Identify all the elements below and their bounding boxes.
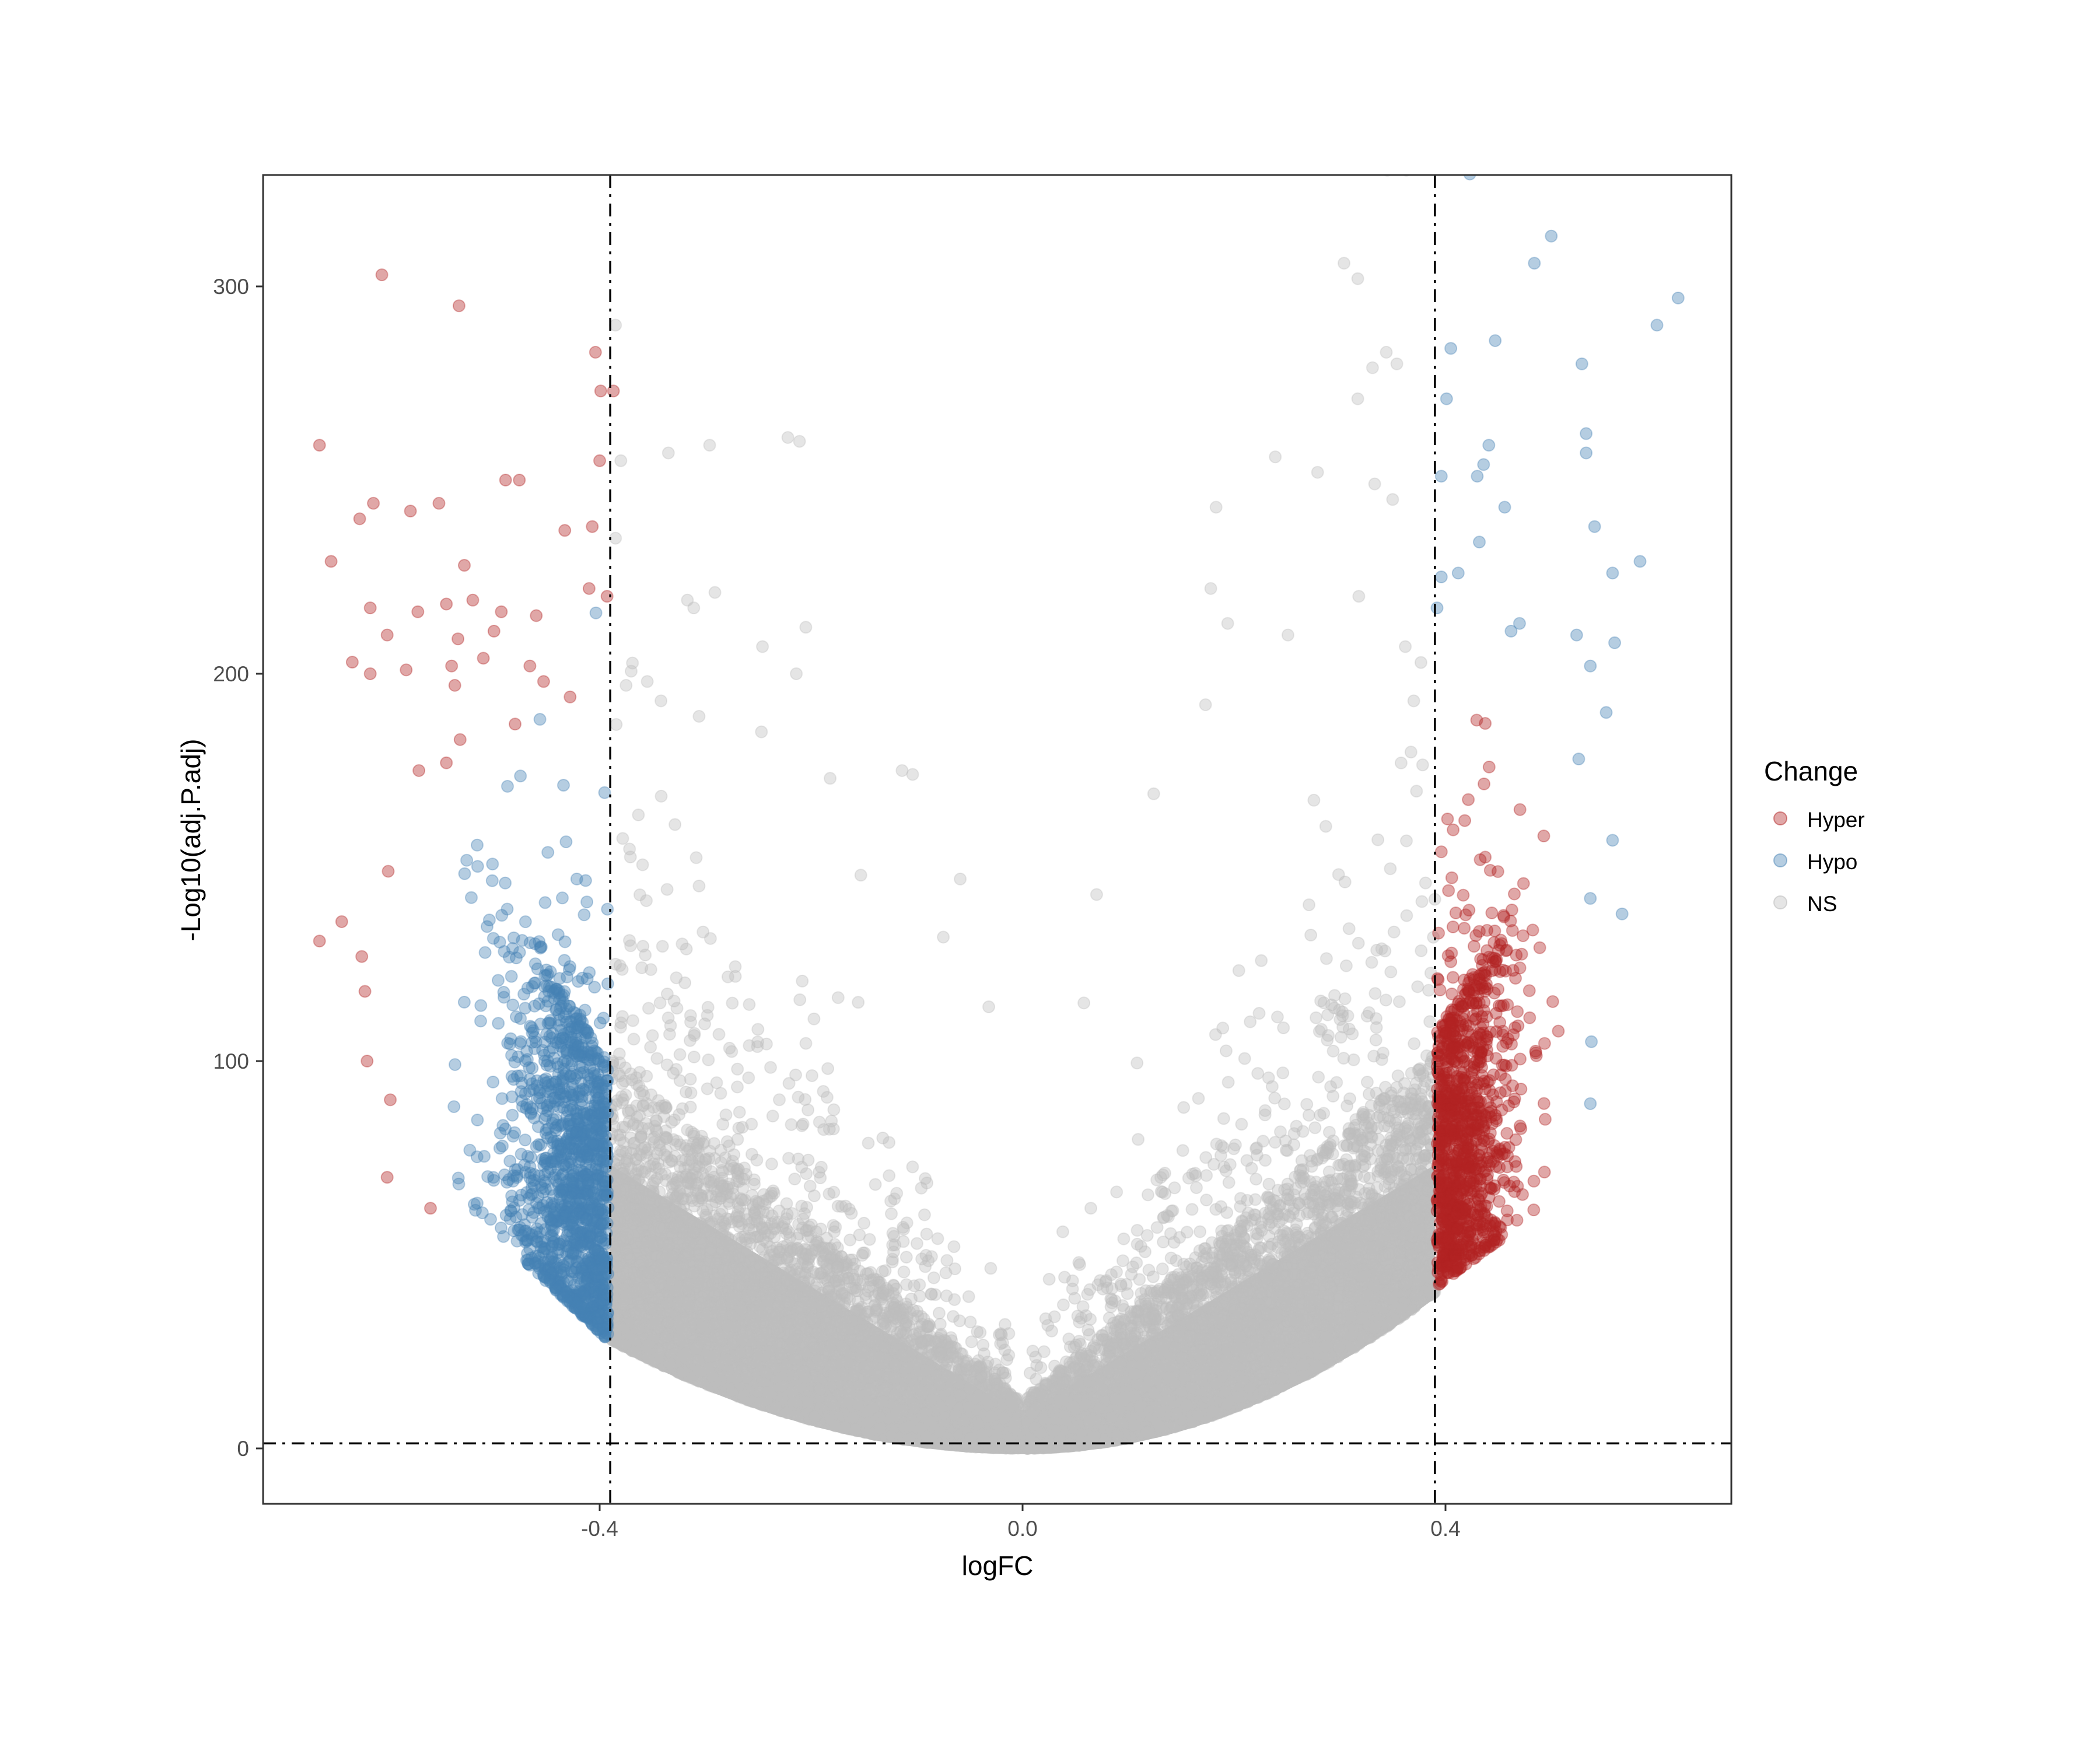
ns-dot-icon xyxy=(1773,895,1787,909)
legend-item-hypo: Hypo xyxy=(1773,850,1857,874)
legend-title: Change xyxy=(1764,756,1858,786)
x-tick-label: 0.4 xyxy=(1430,1517,1460,1541)
y-axis-title: -Log10(adj.P.adj) xyxy=(176,739,206,942)
x-axis-title: logFC xyxy=(962,1550,1034,1581)
threshold-lines xyxy=(263,175,1731,1504)
hypo-dot-icon xyxy=(1773,853,1787,867)
y-tick-label: 0 xyxy=(237,1437,249,1461)
y-axis: 0 100 200 300 xyxy=(213,275,263,1461)
legend-item-hyper: Hyper xyxy=(1773,808,1865,832)
legend-label-hyper: Hyper xyxy=(1807,808,1865,832)
x-tick-label: 0.0 xyxy=(1007,1517,1037,1541)
legend-item-ns: NS xyxy=(1773,892,1837,916)
legend-label-ns: NS xyxy=(1807,892,1837,916)
plot-panel xyxy=(263,175,1731,1504)
hypo-points xyxy=(447,175,1685,1343)
legend-label-hypo: Hypo xyxy=(1807,850,1857,874)
y-tick-label: 200 xyxy=(213,662,249,686)
x-tick-label: -0.4 xyxy=(581,1517,618,1541)
plot-border xyxy=(262,174,1732,1505)
hyper-points xyxy=(313,268,1565,1291)
ns-points xyxy=(604,175,1441,1455)
y-tick-label: 100 xyxy=(213,1049,249,1073)
hyper-dot-icon xyxy=(1773,811,1787,825)
x-axis: -0.4 0.0 0.4 xyxy=(581,1504,1461,1541)
y-tick-label: 300 xyxy=(213,275,249,299)
legend: Change Hyper Hypo NS xyxy=(1764,756,1865,916)
